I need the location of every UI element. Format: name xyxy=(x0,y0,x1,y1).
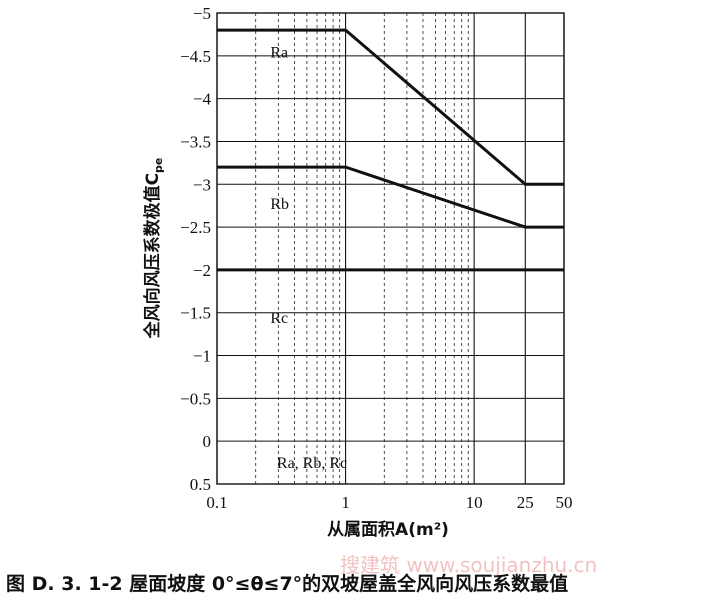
y-tick-label: −4 xyxy=(193,90,212,109)
series-labels: Ra Rb Rc xyxy=(270,45,289,327)
series-label-rc: Rc xyxy=(270,310,288,327)
x-axis-label: 从属面积A(m²) xyxy=(327,520,449,540)
x-tick-label: 1 xyxy=(341,493,350,512)
x-tick-label: 25 xyxy=(517,493,534,512)
y-tick-label: 0 xyxy=(203,432,212,451)
y-tick-label: −3 xyxy=(193,175,211,194)
x-tick-label: 50 xyxy=(556,493,573,512)
y-tick-label: −1 xyxy=(193,347,211,366)
y-tick-label: −5 xyxy=(193,4,211,23)
watermark: 搜建筑 www.soujianzhu.cn xyxy=(340,553,597,577)
y-axis-ticks: −5 −4.5 −4 −3.5 −3 −2.5 −2 −1.5 −1 −0.5 0 0.5 xyxy=(180,4,211,494)
x-axis-ticks: 0.1 1 10 25 50 xyxy=(206,493,572,512)
y-tick-label: −4.5 xyxy=(180,47,211,66)
grid xyxy=(216,12,565,485)
y-axis-label: 全风向风压系数极值Cpe xyxy=(142,158,165,340)
series-label-ra: Ra xyxy=(270,45,288,62)
y-axis-label-subscript: pe xyxy=(152,158,165,173)
x-tick-label: 0.1 xyxy=(206,493,227,512)
series-line-rb xyxy=(217,165,564,229)
y-tick-label: −2 xyxy=(193,261,211,280)
annotation-bottom: Ra, Rb, Rc xyxy=(277,455,347,472)
figure-caption: 图 D. 3. 1-2 屋面坡度 0°≤θ≤7°的双坡屋盖全风向风压系数最值 xyxy=(6,572,568,595)
y-axis-label-main: 全风向风压系数极值C xyxy=(142,173,163,339)
y-tick-label: −1.5 xyxy=(180,304,211,323)
x-tick-label: 10 xyxy=(466,493,483,512)
curves xyxy=(217,28,564,272)
series-line-ra xyxy=(217,28,564,186)
series-label-rb: Rb xyxy=(270,196,289,213)
y-tick-label: −2.5 xyxy=(180,218,211,237)
y-tick-label: −3.5 xyxy=(180,132,211,151)
y-tick-label: −0.5 xyxy=(180,389,211,408)
y-tick-label: 0.5 xyxy=(190,475,211,494)
plot-frame xyxy=(216,12,565,485)
